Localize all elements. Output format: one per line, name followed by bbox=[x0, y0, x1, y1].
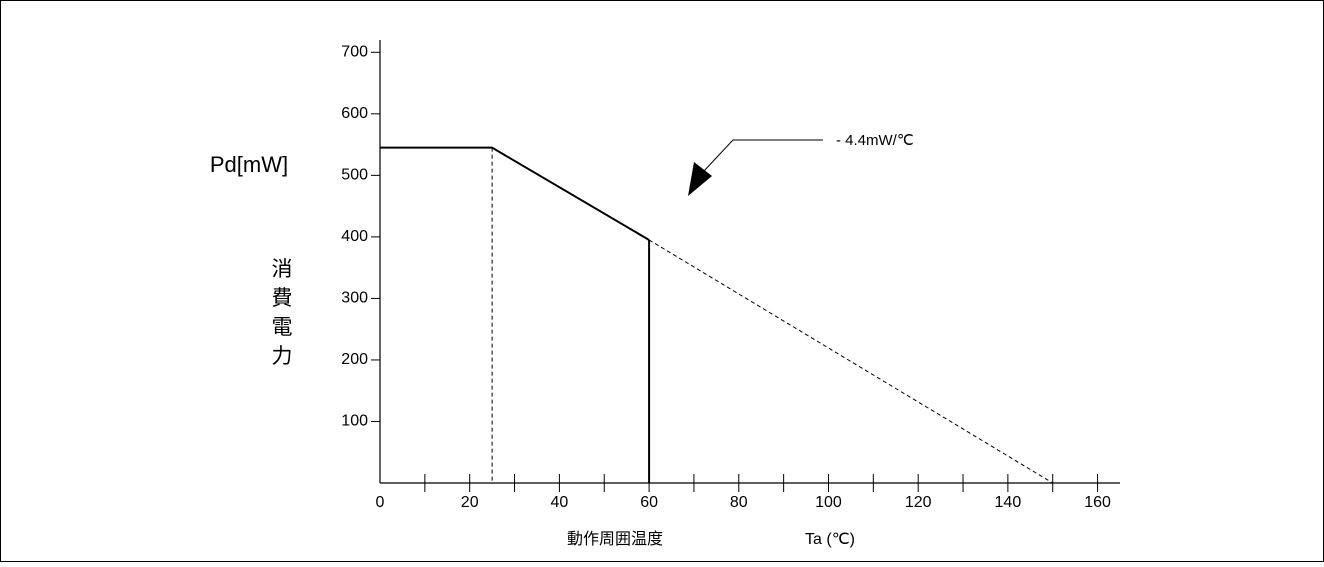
series-line-dashed bbox=[648, 239, 1053, 484]
y-title-char-2: 費 bbox=[272, 286, 293, 310]
y-tick-label: 400 bbox=[341, 228, 368, 245]
y-tick-label: 500 bbox=[341, 167, 368, 184]
series-layer bbox=[380, 146, 1053, 484]
slope-annotation: - 4.4mW/℃ bbox=[688, 132, 914, 196]
annotation-leader-line bbox=[702, 139, 823, 173]
y-unit-label: Pd[mW] bbox=[210, 152, 288, 177]
x-tick-label: 0 bbox=[376, 494, 385, 511]
x-unit-label: Ta (℃) bbox=[805, 531, 855, 548]
y-tick-label: 100 bbox=[341, 413, 368, 430]
y-axis-title: 消 費 電 力 bbox=[272, 257, 293, 368]
annotation-arrowhead bbox=[688, 162, 712, 196]
x-tick-label: 100 bbox=[815, 494, 842, 511]
series-line-solid bbox=[380, 146, 650, 241]
x-ticks: 0 20 40 60 80 100 120 140 160 bbox=[376, 474, 1111, 511]
y-ticks: 100 200 300 400 500 600 700 bbox=[341, 44, 380, 430]
y-tick-label: 600 bbox=[341, 105, 368, 122]
x-tick-label: 80 bbox=[730, 494, 748, 511]
x-tick-label: 40 bbox=[550, 494, 568, 511]
y-tick-label: 300 bbox=[341, 290, 368, 307]
x-tick-label: 120 bbox=[905, 494, 932, 511]
x-axis-title: 動作周囲温度 bbox=[567, 530, 663, 548]
y-title-char-3: 電 bbox=[272, 315, 293, 339]
y-title-char-4: 力 bbox=[272, 344, 293, 368]
y-tick-label: 200 bbox=[341, 351, 368, 368]
x-tick-label: 140 bbox=[995, 494, 1022, 511]
x-tick-label: 20 bbox=[461, 494, 479, 511]
x-tick-label: 60 bbox=[640, 494, 658, 511]
y-tick-label: 700 bbox=[341, 44, 368, 61]
annotation-label: - 4.4mW/℃ bbox=[836, 132, 914, 149]
x-tick-label: 160 bbox=[1084, 494, 1111, 511]
y-title-char-1: 消 bbox=[272, 257, 293, 281]
